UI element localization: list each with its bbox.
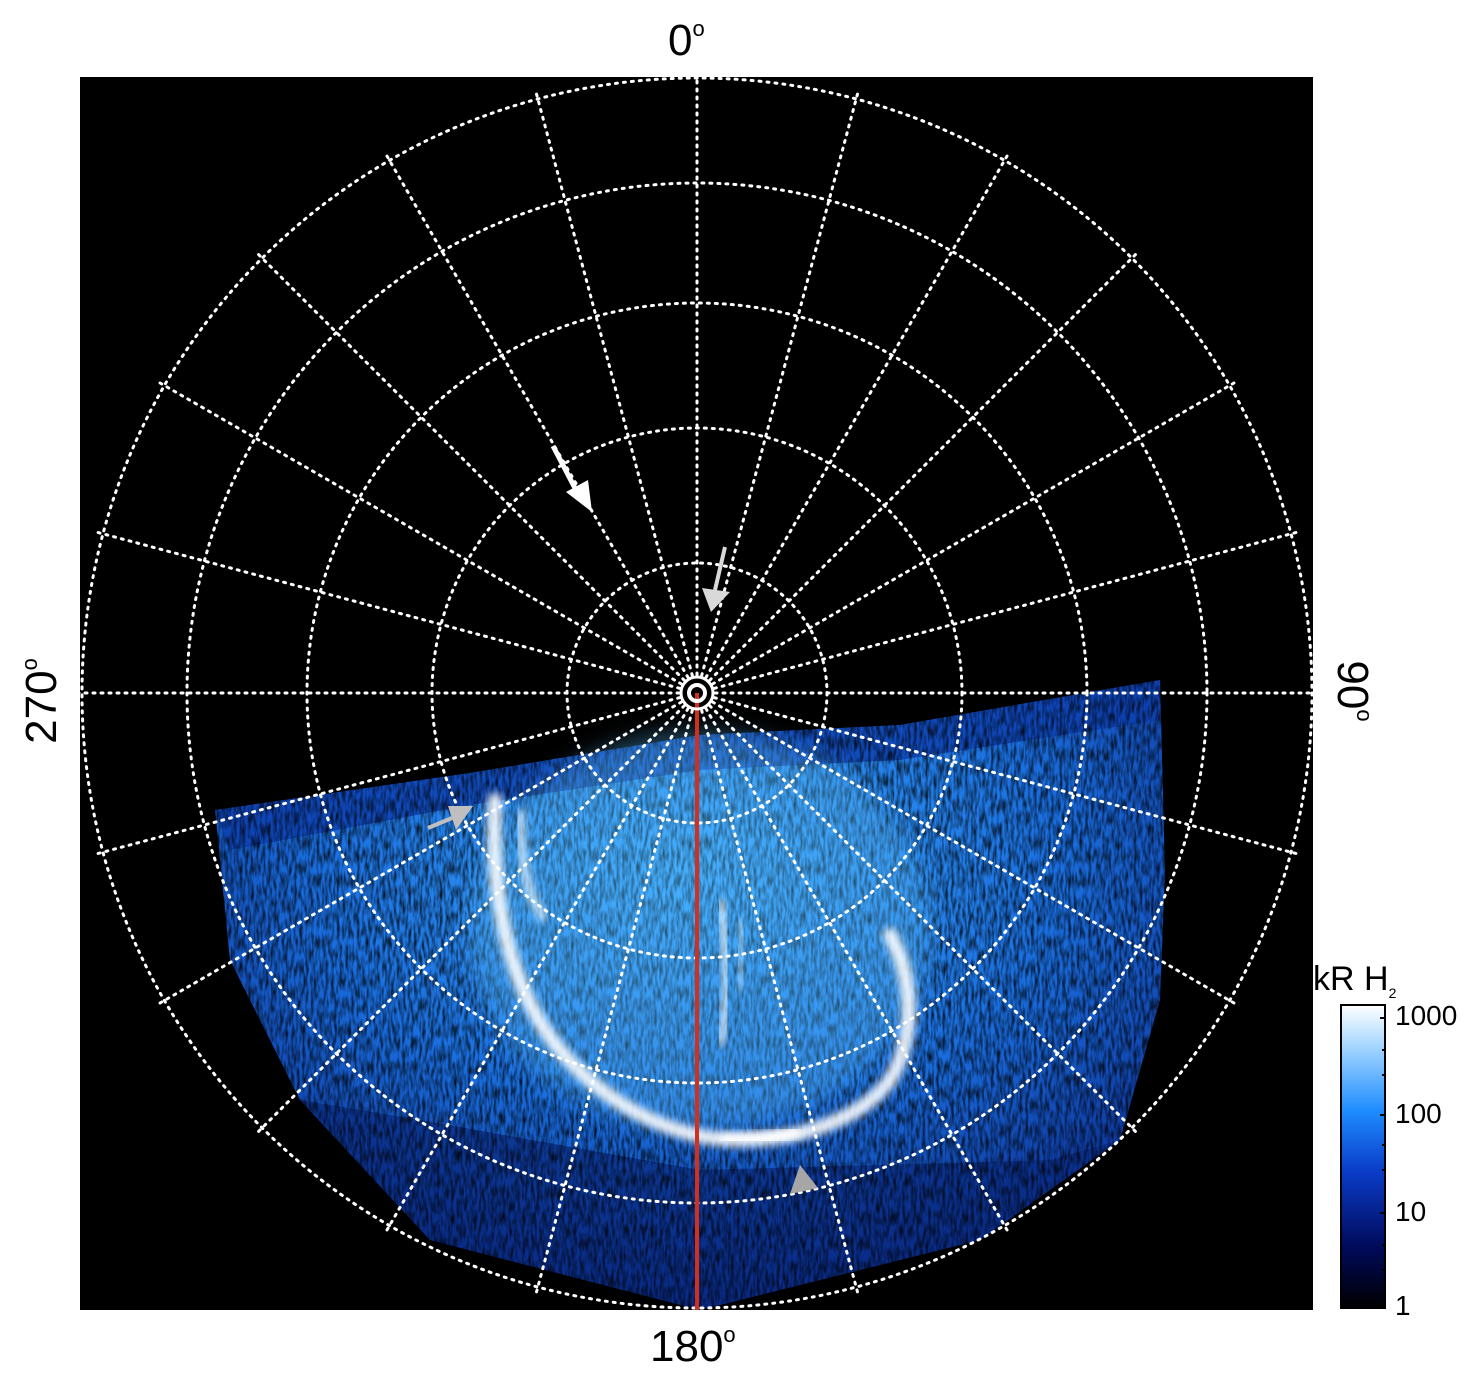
latitude-circle (305, 301, 1089, 1085)
arrow-grey-bottom (790, 1165, 818, 1194)
colorbar-tick-label: 1000 (1395, 1000, 1458, 1031)
colorbar-tick-label: 1 (1395, 1290, 1411, 1321)
colorbar-title: kR H2 (1313, 960, 1397, 1001)
colorbar-tick-label: 10 (1395, 1196, 1427, 1227)
colorbar (1340, 1004, 1386, 1309)
pole-marker (687, 683, 707, 703)
arrow-white-upper (550, 444, 592, 512)
latitude-circle (80, 77, 1313, 1310)
arrow-grey-left (427, 806, 473, 830)
axis-label-0: 0o (668, 16, 705, 65)
colorbar-tick-label: 100 (1395, 1098, 1442, 1129)
axis-label-270: 270o (17, 658, 66, 744)
arrow-grey-center (702, 546, 730, 612)
axis-label-90: 90o (1328, 660, 1377, 722)
axis-label-180: 180o (650, 1322, 736, 1371)
